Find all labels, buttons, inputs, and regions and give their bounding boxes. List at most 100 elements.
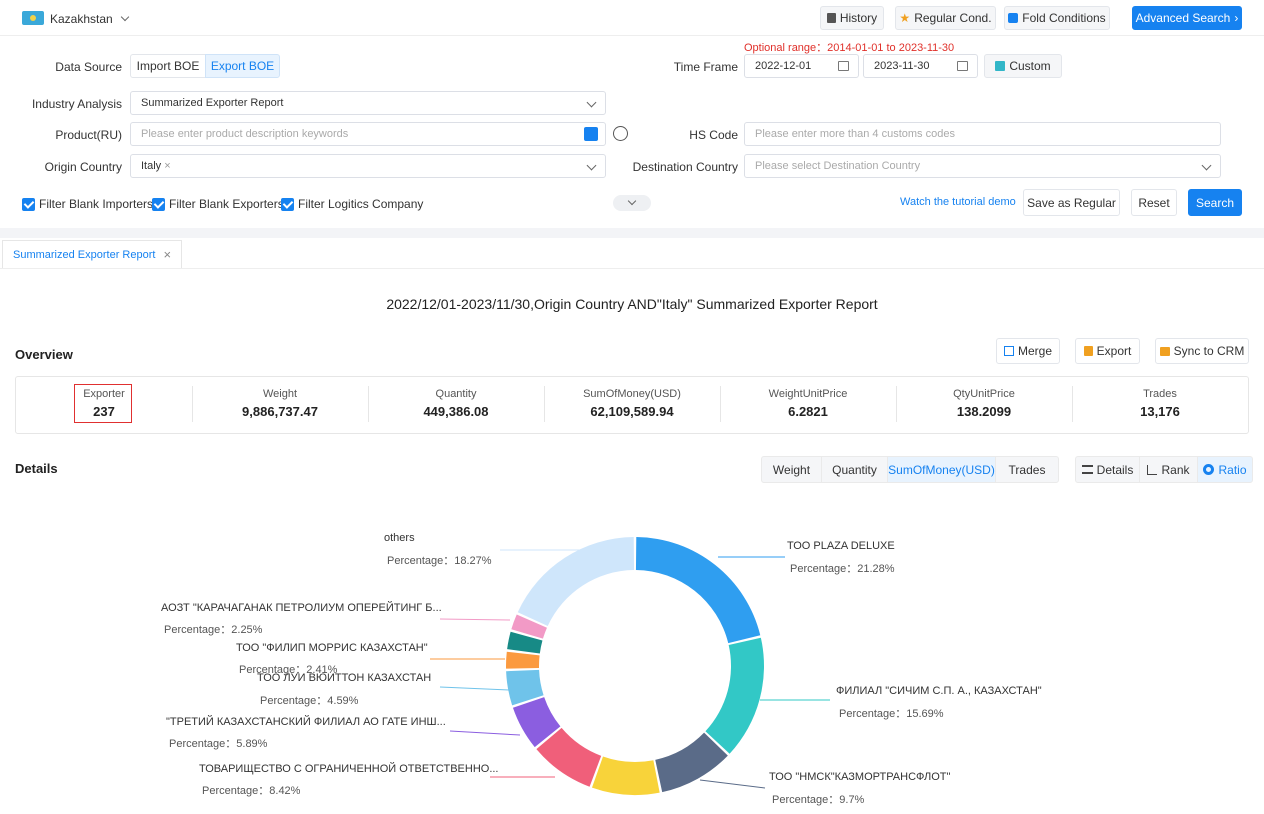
overview-heading: Overview [15,347,73,362]
donut-slice[interactable] [517,537,635,626]
stat-divider [1072,386,1073,422]
slice-label: ТОО "НМСК"КАЗМОРТРАНСФЛОТ" [769,771,951,783]
chevron-down-icon [120,12,130,22]
filter-blank-exporters-checkbox[interactable]: Filter Blank Exporters [152,197,284,211]
kazakhstan-flag-icon [22,11,44,25]
sync-crm-button[interactable]: Sync to CRM [1155,338,1249,364]
slice-label: ТОО PLAZA DELUXE [787,540,895,552]
donut-slice[interactable] [511,614,547,639]
close-icon[interactable]: × [163,247,172,262]
donut-slice[interactable] [655,732,728,793]
optional-range-note: Optional range：2014-01-01 to 2023-11-30 [744,42,955,54]
details-heading: Details [15,461,58,476]
checkbox-checked-icon [152,197,165,211]
hs-code-label: HS Code [689,128,738,142]
donut-slice[interactable] [592,756,660,795]
chevron-down-icon [627,196,637,206]
metric-tab-trades[interactable]: Trades [995,456,1059,483]
slice-percentage: Percentage：2.41% [239,664,338,676]
slice-percentage: Percentage：18.27% [387,555,492,567]
sync-icon [1159,346,1170,356]
search-button[interactable]: Search [1188,189,1242,216]
merge-icon [1003,346,1014,356]
country-selector[interactable]: Kazakhstan [50,12,130,26]
tag-close-icon[interactable]: × [164,160,171,172]
slice-label: others [384,532,415,544]
overview-stats: Exporter 237 Weight 9,886,737.47 Quantity 4… [15,376,1249,434]
destination-country-select[interactable]: Please select Destination Country [744,154,1221,178]
origin-country-select[interactable]: Italy × [130,154,606,178]
product-input[interactable]: Please enter product description keyword… [130,122,606,146]
rank-icon [1147,464,1158,475]
slice-percentage: Percentage：15.69% [839,708,944,720]
report-title: 2022/12/01-2023/11/30,Origin Country AND… [386,296,878,312]
slice-label: АОЗТ "КАРАЧАГАНАК ПЕТРОЛИУМ ОПЕРЕЙТИНГ Б… [161,602,442,614]
merge-button[interactable]: Merge [996,338,1060,364]
stat-weight-unit-price: WeightUnitPrice 6.2821 [768,388,848,419]
filter-logistics-checkbox[interactable]: Filter Logitics Company [281,197,423,211]
reset-button[interactable]: Reset [1131,189,1177,216]
export-icon [1083,346,1093,356]
view-tab-rank[interactable]: Rank [1139,456,1198,483]
expand-toggle[interactable] [613,195,651,211]
leader-line [439,686,511,691]
highlight-box [74,384,132,423]
leader-line [439,618,511,621]
stat-divider [896,386,897,422]
metric-tab-sum-of-money[interactable]: SumOfMoney(USD) [887,456,996,483]
donut-slice[interactable] [705,637,764,754]
fold-conditions-button[interactable]: Fold Conditions [1004,6,1110,30]
stat-quantity: Quantity 449,386.08 [423,388,489,419]
stat-weight: Weight 9,886,737.47 [242,388,318,419]
custom-button[interactable]: Custom [984,54,1062,78]
date-to-input[interactable]: 2023-11-30 [863,54,978,78]
advanced-search-button[interactable]: Advanced Search › [1132,6,1242,30]
view-tab-details[interactable]: Details [1075,456,1140,483]
save-as-regular-button[interactable]: Save as Regular [1023,189,1120,216]
stat-sum-of-money: SumOfMoney(USD) 62,109,589.94 [583,388,681,419]
checkbox-checked-icon [22,197,35,211]
hs-code-input[interactable]: Please enter more than 4 customs codes [744,122,1221,146]
export-boe-button[interactable]: Export BOE [205,54,280,78]
donut-slice[interactable] [506,669,544,706]
custom-icon [995,61,1006,71]
donut-slice[interactable] [506,651,540,669]
donut-slice[interactable] [635,537,761,644]
metric-tab-quantity[interactable]: Quantity [821,456,888,483]
data-source-label: Data Source [55,60,122,74]
slice-percentage: Percentage：5.89% [169,738,268,750]
export-button[interactable]: Export [1075,338,1140,364]
chevron-down-icon [1201,160,1212,171]
tutorial-link[interactable]: Watch the tutorial demo [900,196,1016,208]
donut-slice[interactable] [536,727,602,787]
leader-line [699,779,766,789]
donut-slice[interactable] [507,631,543,654]
origin-tag[interactable]: Italy × [141,160,171,172]
slice-label: ТОО ЛУИ ВЮИТТОН КАЗАХСТАН [257,672,432,684]
keyword-help-icon[interactable] [613,126,628,141]
table-icon [1081,465,1093,474]
chevron-right-icon: › [1234,11,1239,25]
metric-tab-weight[interactable]: Weight [761,456,822,483]
date-from-input[interactable]: 2022-12-01 [744,54,859,78]
star-icon: ★ [899,11,911,25]
view-tab-ratio[interactable]: Ratio [1197,456,1253,483]
slice-label: ТОО "ФИЛИП МОРРИС КАЗАХСТАН" [236,642,428,654]
stat-divider [192,386,193,422]
chevron-down-icon [586,160,597,171]
donut-slice[interactable] [512,697,561,748]
translate-icon[interactable] [584,127,598,141]
history-button[interactable]: History [820,6,884,30]
time-frame-label: Time Frame [673,60,738,74]
stat-exporter[interactable]: Exporter 237 [83,388,125,419]
slice-label: "ТРЕТИЙ КАЗАХСТАНСКИЙ ФИЛИАЛ АО ГАТЕ ИНШ… [166,716,446,728]
filter-blank-importers-checkbox[interactable]: Filter Blank Importers [22,197,153,211]
industry-analysis-select[interactable]: Summarized Exporter Report [130,91,606,115]
product-label: Product(RU) [55,128,122,142]
import-boe-button[interactable]: Import BOE [130,54,206,78]
regular-cond-button[interactable]: ★ Regular Cond. [895,6,996,30]
fold-icon [1008,13,1019,23]
exporter-ratio-donut-chart [430,537,830,795]
report-tab[interactable]: Summarized Exporter Report × [2,240,183,268]
top-bar: Kazakhstan History ★ Regular Cond. Fold … [0,0,1264,36]
